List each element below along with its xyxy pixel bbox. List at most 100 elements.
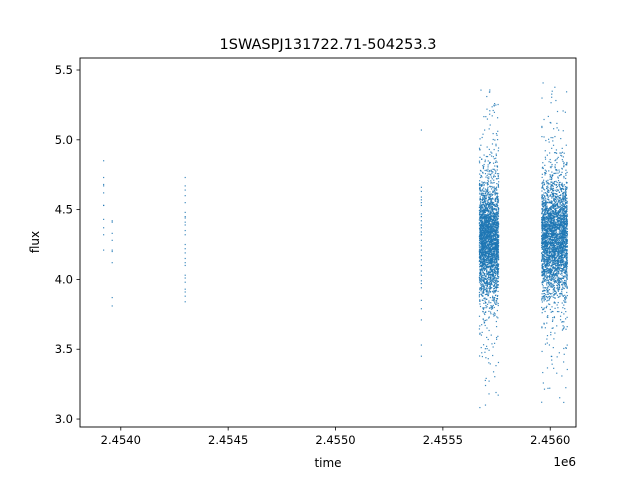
data-point	[483, 238, 486, 240]
data-point	[184, 216, 186, 218]
data-point	[493, 284, 495, 287]
data-point	[556, 284, 558, 286]
data-point	[490, 206, 492, 208]
data-point	[490, 245, 492, 247]
data-point	[546, 305, 548, 307]
data-point	[483, 278, 485, 281]
data-point	[479, 271, 481, 273]
data-point	[547, 253, 549, 255]
data-point	[545, 280, 547, 282]
data-point	[498, 267, 500, 270]
data-point	[558, 246, 560, 248]
data-point	[561, 235, 563, 237]
data-point	[482, 252, 484, 254]
data-point	[487, 160, 489, 162]
data-point	[491, 305, 493, 307]
data-point	[487, 217, 489, 220]
data-point	[483, 233, 485, 235]
data-point	[553, 229, 556, 231]
data-point	[484, 196, 486, 199]
data-point	[497, 224, 499, 227]
data-point	[493, 268, 495, 271]
data-point	[494, 276, 496, 279]
data-point	[496, 303, 498, 305]
data-point	[544, 202, 546, 204]
data-point	[551, 306, 553, 308]
data-point	[491, 225, 494, 228]
data-point	[496, 266, 498, 268]
data-point	[480, 290, 482, 292]
data-point	[544, 290, 546, 292]
data-point	[483, 218, 485, 220]
data-point	[479, 283, 482, 285]
data-point	[556, 224, 558, 226]
data-point	[494, 256, 496, 259]
data-point	[488, 235, 490, 237]
data-point	[482, 256, 484, 259]
data-point	[481, 192, 483, 194]
data-point	[484, 204, 486, 206]
data-point	[479, 231, 481, 233]
data-point	[482, 263, 485, 266]
data-point	[483, 322, 485, 324]
data-point	[545, 208, 547, 210]
data-point	[550, 282, 553, 284]
data-point	[496, 264, 498, 267]
data-point	[489, 236, 492, 238]
data-point	[490, 218, 493, 221]
data-point	[557, 240, 559, 242]
data-point	[485, 226, 487, 228]
data-point	[488, 205, 490, 207]
data-point	[489, 277, 492, 279]
data-point	[486, 95, 488, 98]
data-point	[564, 308, 566, 310]
data-point	[495, 257, 498, 259]
data-point	[497, 280, 499, 282]
data-point	[184, 281, 186, 283]
data-point	[488, 272, 490, 274]
data-point	[486, 217, 488, 219]
data-point	[550, 269, 552, 272]
data-point	[483, 250, 486, 252]
data-point	[481, 268, 484, 270]
data-point	[486, 237, 488, 239]
data-point	[480, 334, 483, 336]
data-point	[544, 242, 547, 245]
data-point	[548, 224, 550, 226]
data-point	[497, 265, 499, 267]
data-point	[554, 86, 556, 88]
data-point	[489, 248, 492, 250]
data-point	[492, 109, 494, 112]
data-point	[481, 273, 483, 275]
data-point	[482, 192, 484, 194]
data-point	[493, 342, 496, 344]
data-point	[558, 185, 561, 187]
data-point	[487, 179, 489, 181]
data-point	[557, 251, 559, 253]
data-point	[489, 274, 491, 276]
data-point	[496, 224, 498, 227]
data-point	[488, 204, 490, 207]
data-point	[494, 251, 496, 253]
data-point	[489, 228, 491, 231]
data-point	[488, 228, 490, 230]
data-point	[562, 220, 564, 223]
data-point	[482, 194, 485, 196]
data-point	[556, 234, 558, 236]
data-point	[495, 241, 497, 244]
data-point	[491, 185, 493, 188]
data-point	[489, 162, 491, 164]
data-point	[485, 282, 487, 284]
data-point	[564, 196, 566, 198]
data-point	[480, 228, 483, 230]
data-point	[496, 204, 498, 207]
data-point	[486, 253, 488, 255]
data-point	[547, 293, 549, 295]
data-point	[557, 235, 559, 237]
data-point	[559, 261, 561, 263]
data-point	[561, 167, 563, 169]
data-point	[487, 213, 489, 215]
data-point	[496, 178, 498, 180]
data-point	[556, 325, 558, 327]
data-point	[481, 207, 483, 209]
